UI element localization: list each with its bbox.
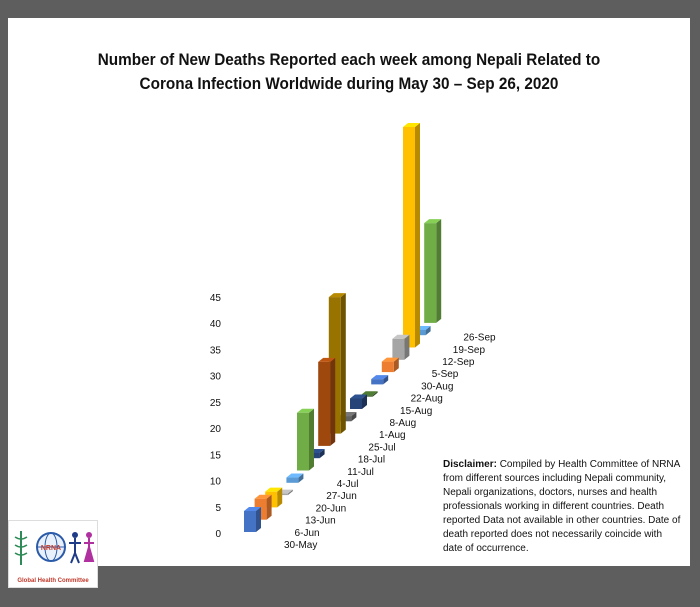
bar-12-Sep (403, 123, 420, 348)
bar-30-May (244, 507, 261, 532)
bar-side (372, 391, 378, 397)
x-tick-label: 13-Jun (305, 516, 336, 527)
logo-graphic: NRNA (14, 531, 95, 565)
y-tick-label: 10 (210, 477, 222, 488)
bar-top (328, 293, 346, 298)
x-tick-label: 12-Sep (442, 357, 475, 368)
y-tick-label: 45 (210, 293, 222, 304)
bar-front (286, 477, 299, 483)
bar-26-Sep (424, 219, 442, 323)
y-tick-label: 25 (210, 398, 222, 409)
disclaimer: Disclaimer: Compiled by Health Committee… (443, 458, 681, 556)
logo-text: NRNA (41, 545, 61, 552)
x-tick-label: 30-May (284, 540, 317, 551)
bar-side (266, 494, 272, 520)
title-line-2: Corona Infection Worldwide during May 30… (139, 74, 559, 93)
bar-side (340, 293, 346, 434)
bar-front (392, 338, 405, 360)
bar-side (309, 408, 314, 471)
bar-top (244, 507, 261, 511)
bar-front (318, 361, 331, 446)
y-tick-label: 15 (210, 450, 222, 461)
chart-title: Number of New Deaths Reported each week … (42, 48, 656, 96)
y-tick-label: 40 (210, 319, 222, 330)
y-tick-label: 5 (215, 503, 221, 514)
bar-top (350, 394, 367, 399)
bar-top (392, 334, 410, 339)
x-tick-label: 18-Jul (358, 455, 385, 466)
disclaimer-text: Compiled by Health Committee of NRNA fro… (443, 459, 681, 554)
bar-side (425, 325, 431, 336)
y-tick-label: 20 (210, 424, 222, 435)
bar-side (383, 375, 389, 385)
bar-27-Jun (286, 473, 304, 483)
bar-front (371, 379, 384, 385)
x-tick-label: 15-Aug (400, 406, 432, 417)
x-tick-label: 27-Jun (326, 491, 357, 502)
bar-front (350, 398, 362, 409)
bar-side (351, 412, 357, 422)
nrna-logo: NRNA Global Health Committee (8, 520, 98, 588)
title-line-1: Number of New Deaths Reported each week … (97, 50, 601, 69)
x-tick-label: 5-Sep (432, 369, 459, 380)
y-tick-label: 0 (215, 529, 221, 540)
bar-front (381, 361, 394, 373)
bar-side (415, 123, 420, 348)
bar-top (265, 487, 283, 492)
bar-side (404, 334, 410, 360)
y-tick-label: 35 (210, 345, 222, 356)
bar-side (287, 489, 293, 496)
x-tick-label: 1-Aug (379, 430, 406, 441)
bar-front (403, 127, 415, 348)
x-tick-label: 22-Aug (411, 394, 443, 405)
bar-top (360, 391, 378, 396)
bar-side (319, 448, 325, 459)
x-tick-label: 26-Sep (463, 333, 496, 344)
bar-top (318, 357, 336, 362)
bar-top (403, 123, 420, 127)
x-tick-label: 19-Sep (453, 345, 486, 356)
x-tick-label: 25-Jul (368, 442, 395, 453)
bar-side (277, 487, 283, 508)
disclaimer-label: Disclaimer: (443, 459, 497, 470)
x-tick-label: 11-Jul (347, 467, 374, 478)
bar-side (330, 357, 336, 446)
bar-4-Jul (297, 408, 314, 471)
bar-front (297, 412, 309, 471)
bar-top (424, 219, 442, 224)
x-tick-label: 4-Jul (337, 479, 359, 490)
bar-side (298, 473, 304, 483)
bar-side (362, 394, 367, 409)
bar-18-Jul (318, 357, 336, 446)
chart-panel: Number of New Deaths Reported each week … (8, 18, 690, 566)
bar-8-Aug (350, 394, 367, 409)
bar-top (371, 375, 389, 380)
bar-30-Aug (381, 357, 399, 373)
bar-side (393, 357, 399, 373)
bar-top (254, 494, 272, 499)
bar-top (381, 357, 399, 362)
bar-side (256, 507, 261, 532)
x-tick-label: 20-Jun (316, 503, 347, 514)
x-tick-label: 6-Jun (295, 528, 320, 539)
bar-front (424, 223, 437, 323)
bar-5-Sep (392, 334, 410, 360)
bar-front (244, 511, 256, 532)
bar-side (436, 219, 442, 323)
bar-22-Aug (371, 375, 389, 385)
bar-top (286, 473, 304, 478)
x-tick-label: 30-Aug (421, 381, 453, 392)
x-tick-label: 8-Aug (390, 418, 417, 429)
y-tick-label: 30 (210, 372, 222, 383)
logo-caption: Global Health Committee (17, 578, 89, 584)
bar-top (297, 408, 314, 413)
